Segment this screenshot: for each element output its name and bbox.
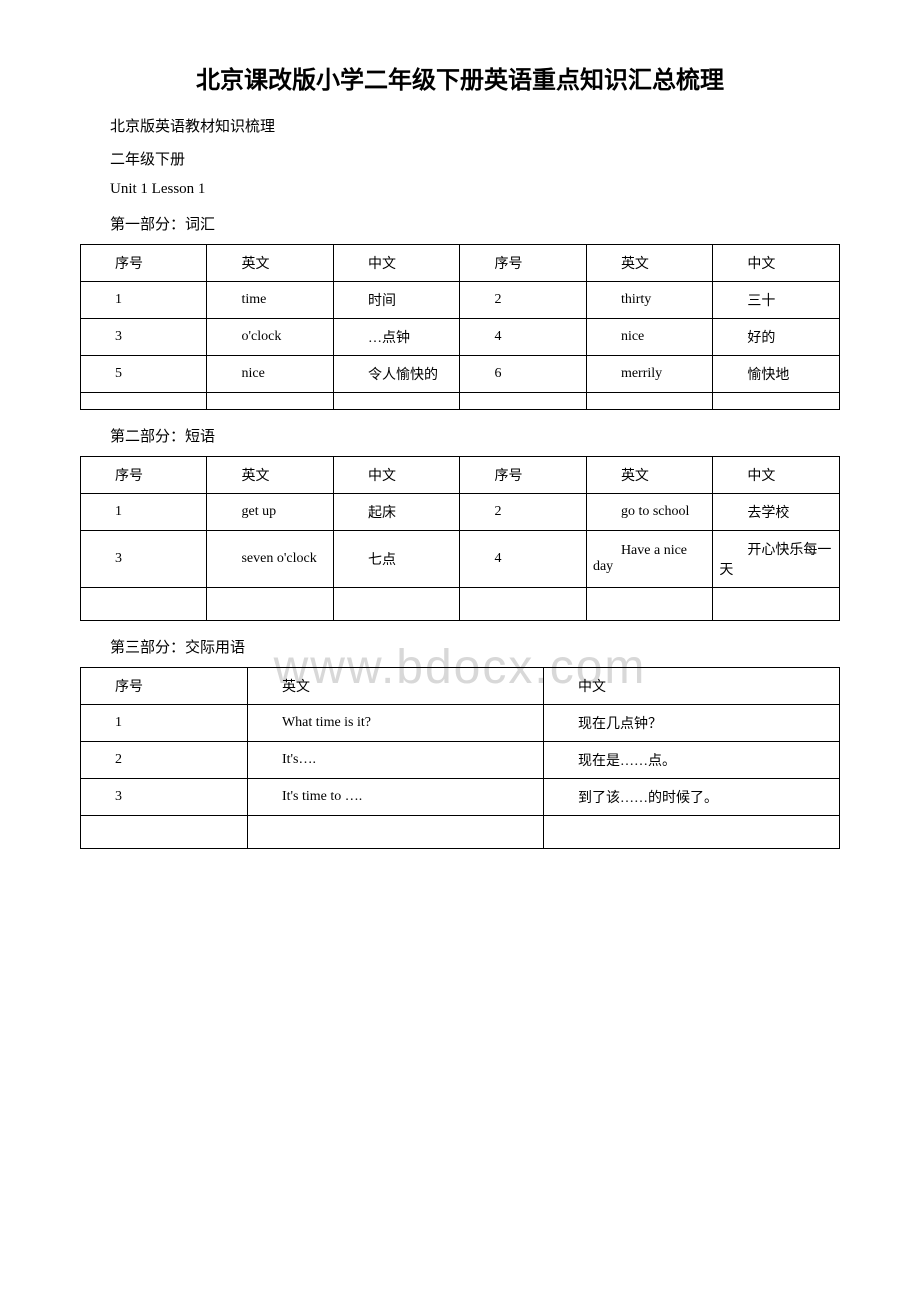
- table-header: 中文: [713, 457, 840, 494]
- table-row: 3 o'clock …点钟 4 nice 好的: [81, 319, 840, 356]
- section-label-vocab: 第一部分：词汇: [80, 213, 840, 234]
- table-cell: 好的: [713, 319, 840, 356]
- table-cell: 3: [81, 779, 248, 816]
- table-header: 中文: [713, 245, 840, 282]
- table-header: 序号: [460, 245, 586, 282]
- table-cell: merrily: [586, 356, 712, 393]
- table-cell: …点钟: [333, 319, 459, 356]
- vocab-table: 序号 英文 中文 序号 英文 中文 1 time 时间 2 thirty 三十 …: [80, 244, 840, 410]
- table-cell: 时间: [333, 282, 459, 319]
- table-row: 2 It's…. 现在是……点。: [81, 742, 840, 779]
- table-cell: 七点: [333, 531, 459, 588]
- table-row: 1 What time is it? 现在几点钟？: [81, 705, 840, 742]
- table-cell: [586, 588, 712, 621]
- table-row: 序号 英文 中文 序号 英文 中文: [81, 457, 840, 494]
- table-cell: 4: [460, 531, 586, 588]
- table-header: 序号: [81, 457, 207, 494]
- table-header: 中文: [333, 245, 459, 282]
- table-header: 英文: [207, 245, 333, 282]
- table-cell: [81, 588, 207, 621]
- subtitle-3: Unit 1 Lesson 1: [80, 181, 840, 198]
- subtitle-2: 二年级下册: [80, 148, 840, 169]
- table-cell: [460, 393, 586, 410]
- table-cell: 5: [81, 356, 207, 393]
- table-cell: It's time to ….: [247, 779, 543, 816]
- table-cell: 2: [460, 494, 586, 531]
- table-cell: It's….: [247, 742, 543, 779]
- section-label-phrases: 第二部分：短语: [80, 425, 840, 446]
- table-cell: 起床: [333, 494, 459, 531]
- table-header: 中文: [543, 668, 839, 705]
- table-header: 序号: [460, 457, 586, 494]
- table-cell: [543, 816, 839, 849]
- table-cell: 现在是……点。: [543, 742, 839, 779]
- phrases-table: 序号 英文 中文 序号 英文 中文 1 get up 起床 2 go to sc…: [80, 456, 840, 621]
- table-row: 序号 英文 中文: [81, 668, 840, 705]
- table-cell: 三十: [713, 282, 840, 319]
- table-cell: 到了该……的时候了。: [543, 779, 839, 816]
- table-cell: [586, 393, 712, 410]
- table-cell: [247, 816, 543, 849]
- table-cell: o'clock: [207, 319, 333, 356]
- table-header: 英文: [207, 457, 333, 494]
- table-row: 1 time 时间 2 thirty 三十: [81, 282, 840, 319]
- table-cell: 愉快地: [713, 356, 840, 393]
- table-cell: [81, 393, 207, 410]
- table-cell: 现在几点钟？: [543, 705, 839, 742]
- table-header: 英文: [247, 668, 543, 705]
- table-cell: seven o'clock: [207, 531, 333, 588]
- table-header: 序号: [81, 245, 207, 282]
- table-cell: 2: [460, 282, 586, 319]
- table-cell: nice: [586, 319, 712, 356]
- table-cell: 4: [460, 319, 586, 356]
- table-cell: [713, 588, 840, 621]
- table-header: 序号: [81, 668, 248, 705]
- table-row: 3 It's time to …. 到了该……的时候了。: [81, 779, 840, 816]
- table-cell: nice: [207, 356, 333, 393]
- table-cell: 1: [81, 705, 248, 742]
- table-row: 3 seven o'clock 七点 4 Have a nice day 开心快…: [81, 531, 840, 588]
- table-row: 1 get up 起床 2 go to school 去学校: [81, 494, 840, 531]
- table-cell: [81, 816, 248, 849]
- table-cell: [713, 393, 840, 410]
- table-cell: Have a nice day: [586, 531, 712, 588]
- table-cell: [207, 393, 333, 410]
- table-row: [81, 393, 840, 410]
- table-row: 5 nice 令人愉快的 6 merrily 愉快地: [81, 356, 840, 393]
- table-row: 序号 英文 中文 序号 英文 中文: [81, 245, 840, 282]
- table-cell: 1: [81, 282, 207, 319]
- table-cell: 3: [81, 531, 207, 588]
- table-cell: time: [207, 282, 333, 319]
- table-header: 英文: [586, 457, 712, 494]
- table-cell: [333, 588, 459, 621]
- table-cell: [460, 588, 586, 621]
- table-cell: 令人愉快的: [333, 356, 459, 393]
- table-cell: 1: [81, 494, 207, 531]
- table-cell: [333, 393, 459, 410]
- table-cell: 开心快乐每一天: [713, 531, 840, 588]
- table-cell: [207, 588, 333, 621]
- table-cell: 去学校: [713, 494, 840, 531]
- table-cell: 3: [81, 319, 207, 356]
- page-title: 北京课改版小学二年级下册英语重点知识汇总梳理: [80, 60, 840, 95]
- table-cell: get up: [207, 494, 333, 531]
- conversation-table: 序号 英文 中文 1 What time is it? 现在几点钟？ 2 It'…: [80, 667, 840, 849]
- table-row: [81, 588, 840, 621]
- table-header: 中文: [333, 457, 459, 494]
- table-cell: 6: [460, 356, 586, 393]
- table-cell: What time is it?: [247, 705, 543, 742]
- table-cell: thirty: [586, 282, 712, 319]
- section-label-conversation: 第三部分：交际用语: [80, 636, 840, 657]
- table-row: [81, 816, 840, 849]
- table-cell: 2: [81, 742, 248, 779]
- table-cell: go to school: [586, 494, 712, 531]
- subtitle-1: 北京版英语教材知识梳理: [80, 115, 840, 136]
- table-header: 英文: [586, 245, 712, 282]
